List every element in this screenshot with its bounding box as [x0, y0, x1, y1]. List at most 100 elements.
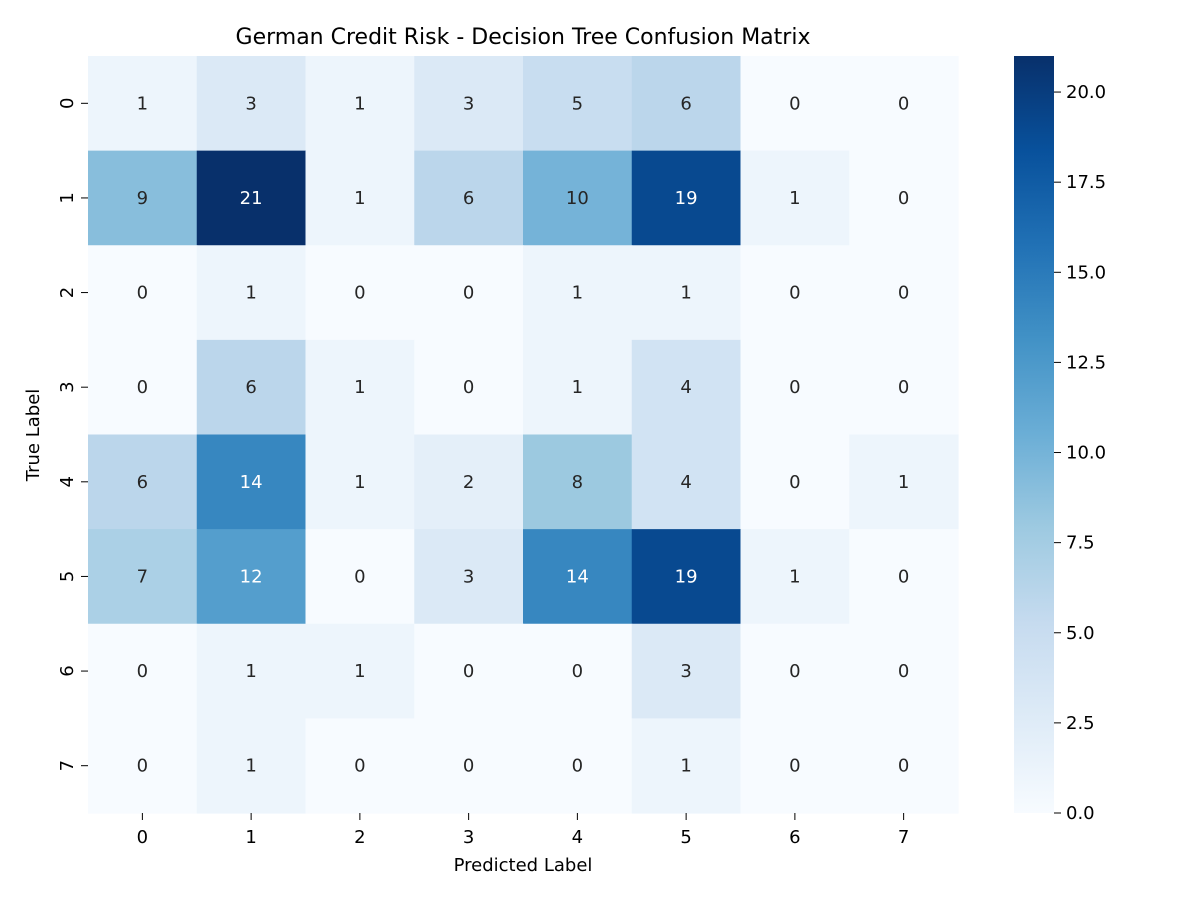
cell-value-r7-c6: 0 — [789, 756, 800, 777]
cell-value-r5-c1: 12 — [240, 566, 263, 587]
y-tick-label-2: 2 — [57, 287, 78, 298]
heatmap-cell-r3-c7 — [849, 339, 959, 436]
heatmap-cell-r4-c5 — [631, 434, 742, 530]
heatmap-cell-r7-c7 — [849, 718, 959, 814]
heatmap-cell-r0-c4 — [523, 56, 633, 152]
heatmap-cell-r4-c4 — [523, 434, 633, 530]
cell-value-r5-c6: 1 — [789, 566, 800, 587]
cell-value-r1-c1: 21 — [240, 188, 263, 209]
cell-value-r2-c1: 1 — [245, 283, 256, 304]
heatmap-cell-r5-c0 — [88, 529, 198, 625]
cell-value-r7-c1: 1 — [245, 756, 256, 777]
cell-value-r4-c2: 1 — [354, 472, 365, 493]
cell-value-r0-c7: 0 — [898, 93, 909, 114]
heatmap-cell-r0-c0 — [88, 56, 198, 152]
heatmap-cell-r2-c0 — [88, 245, 198, 341]
heatmap-cell-r7-c2 — [305, 718, 415, 814]
colorbar — [1014, 56, 1054, 813]
cell-value-r2-c5: 1 — [680, 283, 691, 304]
heatmap-cell-r7-c6 — [740, 718, 850, 814]
x-tick-label-2: 2 — [354, 827, 365, 848]
heatmap-cell-r1-c2 — [305, 150, 415, 246]
colorbar-ticks: 0.0 2.5 5.0 7.5 10.0 12.5 15.0 17.5 20.0 — [1054, 82, 1106, 824]
heatmap-cells — [88, 56, 959, 814]
cell-value-r0-c6: 0 — [789, 93, 800, 114]
cell-value-r0-c0: 1 — [137, 93, 148, 114]
heatmap-cell-r0-c7 — [849, 56, 959, 152]
heatmap-cell-r7-c1 — [196, 718, 307, 814]
colorbar-tick-label-7: 17.5 — [1066, 172, 1106, 193]
cell-value-r5-c7: 0 — [898, 566, 909, 587]
cell-value-r0-c5: 6 — [680, 93, 691, 114]
cell-value-r6-c1: 1 — [245, 661, 256, 682]
y-axis-label: True Label — [23, 389, 44, 483]
colorbar-tick-label-2: 5.0 — [1066, 623, 1095, 644]
cell-value-r7-c0: 0 — [137, 756, 148, 777]
heatmap-cell-r7-c4 — [523, 718, 633, 814]
cell-value-r7-c7: 0 — [898, 756, 909, 777]
heatmap-cell-labels: 1 3 1 3 5 6 0 09 21 1 6 10 19 1 00 1 0 0 1 1 0 00 6 1 0 1 4 0 06 14 1 2… — [137, 93, 910, 776]
cell-value-r6-c4: 0 — [572, 661, 583, 682]
heatmap-cell-r4-c1 — [196, 434, 307, 530]
heatmap-cell-r2-c2 — [305, 245, 415, 341]
heatmap-cell-r0-c1 — [196, 56, 307, 152]
heatmap-cell-r3-c0 — [88, 339, 198, 436]
cell-value-r3-c2: 1 — [354, 377, 365, 398]
x-axis-ticks: 0 1 2 3 4 5 6 7 — [137, 813, 909, 848]
colorbar-tick-label-8: 20.0 — [1066, 82, 1106, 103]
heatmap-cell-r7-c0 — [88, 718, 198, 814]
heatmap-cell-r2-c7 — [849, 245, 959, 341]
cell-value-r2-c3: 0 — [463, 283, 474, 304]
chart-title: German Credit Risk - Decision Tree Confu… — [236, 25, 811, 50]
cell-value-r1-c3: 6 — [463, 188, 474, 209]
heatmap-cell-r0-c5 — [631, 56, 742, 152]
colorbar-tick-label-0: 0.0 — [1066, 803, 1095, 824]
y-tick-label-1: 1 — [57, 192, 78, 203]
x-tick-label-5: 5 — [680, 827, 691, 848]
cell-value-r0-c4: 5 — [572, 93, 583, 114]
cell-value-r7-c4: 0 — [572, 756, 583, 777]
cell-value-r2-c7: 0 — [898, 283, 909, 304]
heatmap-cell-r4-c3 — [414, 434, 524, 530]
cell-value-r2-c6: 0 — [789, 283, 800, 304]
cell-value-r5-c4: 14 — [566, 566, 589, 587]
cell-value-r3-c7: 0 — [898, 377, 909, 398]
cell-value-r1-c7: 0 — [898, 188, 909, 209]
cell-value-r2-c0: 0 — [137, 283, 148, 304]
cell-value-r5-c0: 7 — [137, 566, 148, 587]
x-tick-label-7: 7 — [898, 827, 909, 848]
x-tick-label-1: 1 — [245, 827, 256, 848]
cell-value-r4-c7: 1 — [898, 472, 909, 493]
heatmap-cell-r0-c6 — [740, 56, 850, 152]
x-tick-label-4: 4 — [572, 827, 583, 848]
heatmap-cell-r1-c7 — [849, 150, 959, 246]
colorbar-tick-label-3: 7.5 — [1066, 533, 1095, 554]
heatmap-cell-r4-c2 — [305, 434, 415, 530]
heatmap-cell-r6-c2 — [305, 623, 415, 719]
x-tick-label-0: 0 — [137, 827, 148, 848]
y-tick-label-5: 5 — [57, 571, 78, 582]
cell-value-r0-c3: 3 — [463, 93, 474, 114]
cell-value-r1-c0: 9 — [137, 188, 148, 209]
cell-value-r3-c3: 0 — [463, 377, 474, 398]
cell-value-r4-c5: 4 — [680, 472, 691, 493]
heatmap-cell-r4-c0 — [88, 434, 198, 530]
heatmap-cell-r6-c4 — [523, 623, 633, 719]
colorbar-tick-label-1: 2.5 — [1066, 713, 1095, 734]
cell-value-r0-c2: 1 — [354, 93, 365, 114]
cell-value-r6-c0: 0 — [137, 661, 148, 682]
cell-value-r3-c0: 0 — [137, 377, 148, 398]
cell-value-r5-c5: 19 — [675, 566, 698, 587]
heatmap-cell-r0-c2 — [305, 56, 415, 152]
heatmap-cell-r5-c2 — [305, 529, 415, 625]
cell-value-r4-c6: 0 — [789, 472, 800, 493]
cell-value-r7-c5: 1 — [680, 756, 691, 777]
cell-value-r7-c2: 0 — [354, 756, 365, 777]
heatmap-cell-r1-c0 — [88, 150, 198, 246]
heatmap-cell-r1-c4 — [523, 150, 633, 246]
heatmap-cell-r3-c5 — [631, 339, 742, 436]
cell-value-r5-c3: 3 — [463, 566, 474, 587]
cell-value-r6-c6: 0 — [789, 661, 800, 682]
y-tick-label-3: 3 — [57, 381, 78, 392]
